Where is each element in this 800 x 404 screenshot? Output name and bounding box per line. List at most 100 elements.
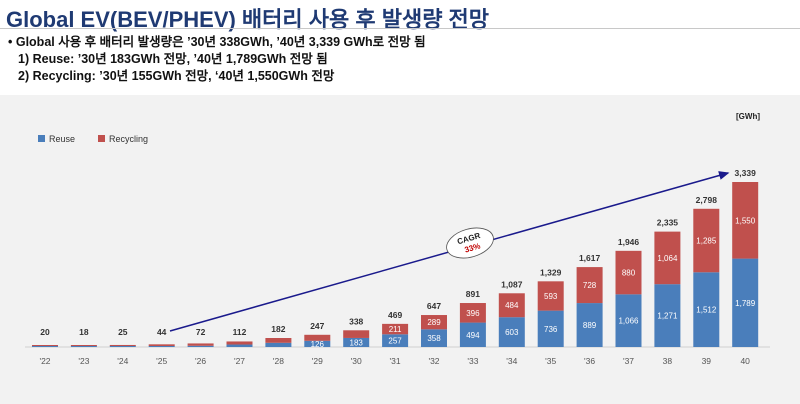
bar-recycling (265, 338, 292, 343)
x-tick-label: '32 (428, 356, 439, 366)
data-label-recycling: 396 (466, 309, 480, 318)
cagr-badge (446, 227, 494, 259)
bar-recycling (343, 330, 370, 338)
legend-label-reuse: Reuse (49, 134, 75, 144)
data-label-recycling: 484 (505, 301, 519, 310)
bar-recycling (226, 341, 253, 345)
summary-bullets: • Global 사용 후 배터리 발생량은 ’30년 338GWh, ’40년… (8, 34, 426, 85)
total-label: 72 (196, 327, 206, 337)
bar-recycling (32, 345, 58, 346)
bar-reuse (421, 329, 447, 347)
bar-reuse (459, 322, 486, 347)
total-label: 1,946 (618, 237, 640, 247)
bar-reuse (654, 284, 681, 347)
bar-recycling (498, 293, 525, 318)
bar-reuse (576, 303, 603, 347)
data-label-recycling: 211 (389, 325, 402, 334)
x-tick-label: '25 (156, 356, 167, 366)
bar-reuse (32, 346, 58, 347)
data-label-recycling: 593 (544, 292, 558, 301)
bar-recycling (187, 343, 214, 346)
total-label: 469 (388, 310, 402, 320)
x-tick-label: '27 (234, 356, 245, 366)
total-label: 18 (79, 327, 89, 337)
data-label-recycling: 1,550 (735, 216, 756, 225)
total-label: 247 (310, 321, 324, 331)
bar-reuse (615, 294, 642, 347)
data-label-reuse: 257 (388, 337, 402, 346)
total-label: 1,329 (540, 267, 562, 277)
x-tick-label: '29 (312, 356, 323, 366)
bar-reuse (498, 317, 525, 347)
bar-recycling (304, 334, 331, 341)
x-tick-label: '36 (584, 356, 595, 366)
title-divider (0, 28, 800, 29)
legend-label-recycling: Recycling (109, 134, 148, 144)
bar-recycling (421, 315, 447, 330)
bar-reuse (304, 340, 331, 347)
x-tick-label: '31 (390, 356, 401, 366)
total-label: 2,335 (657, 218, 679, 228)
data-label-recycling: 880 (622, 269, 636, 278)
data-label-recycling: 289 (427, 318, 441, 327)
data-label-recycling: 728 (583, 281, 597, 290)
x-tick-label: '24 (117, 356, 128, 366)
legend-swatch-recycling (98, 135, 105, 142)
unit-label: [GWh] (736, 112, 760, 121)
bar-reuse (537, 310, 564, 347)
cagr-value: 33% (464, 241, 482, 254)
x-tick-label: '35 (545, 356, 556, 366)
data-label-reuse: 1,271 (657, 312, 678, 321)
bar-recycling (109, 344, 136, 346)
total-label: 20 (40, 327, 50, 337)
x-tick-label: '37 (623, 356, 634, 366)
total-label: 1,617 (579, 253, 601, 263)
bar-reuse (109, 346, 136, 347)
data-label-reuse: 1,512 (696, 306, 717, 315)
x-tick-label: '34 (506, 356, 517, 366)
bar-reuse (70, 346, 97, 347)
bar-recycling (70, 345, 97, 346)
bar-reuse (187, 345, 214, 347)
bullet-main: • Global 사용 후 배터리 발생량은 ’30년 338GWh, ’40년… (8, 35, 426, 49)
bar-recycling (537, 281, 564, 311)
data-label-reuse: 358 (427, 334, 441, 343)
data-label-recycling: 1,285 (696, 237, 717, 246)
bar-reuse (343, 337, 370, 347)
legend-swatch-reuse (38, 135, 45, 142)
bar-reuse (382, 334, 409, 347)
total-label: 891 (466, 289, 480, 299)
total-label: 182 (271, 324, 285, 334)
bar-recycling (459, 303, 486, 323)
bar-reuse (265, 342, 292, 347)
x-tick-label: '22 (39, 356, 50, 366)
bar-recycling (148, 344, 175, 346)
total-label: 338 (349, 316, 363, 326)
x-tick-label: '33 (467, 356, 478, 366)
total-label: 112 (233, 327, 247, 337)
bar-reuse (148, 346, 175, 347)
bullet-recycling: 2) Recycling: ’30년 155GWh 전망, ‘40년 1,550… (18, 69, 335, 83)
x-tick-label: '28 (273, 356, 284, 366)
bar-reuse (732, 258, 759, 347)
total-label: 3,339 (735, 168, 757, 178)
data-label-recycling: 1,064 (657, 254, 678, 263)
data-label-reuse: 1,789 (735, 299, 756, 308)
total-label: 647 (427, 301, 441, 311)
bar-recycling (732, 182, 759, 259)
x-tick-label: 38 (663, 356, 673, 366)
x-tick-label: 40 (740, 356, 750, 366)
x-tick-label: '30 (351, 356, 362, 366)
total-label: 2,798 (696, 195, 718, 205)
data-label-reuse: 1,066 (618, 317, 639, 326)
x-tick-label: '23 (78, 356, 89, 366)
bar-reuse (226, 344, 253, 347)
total-label: 44 (157, 327, 167, 337)
data-label-reuse: 736 (544, 325, 558, 334)
bar-recycling (693, 208, 720, 273)
bar-recycling (576, 267, 603, 304)
data-label-reuse: 183 (350, 338, 364, 347)
bar-recycling (654, 231, 681, 285)
x-tick-label: '26 (195, 356, 206, 366)
